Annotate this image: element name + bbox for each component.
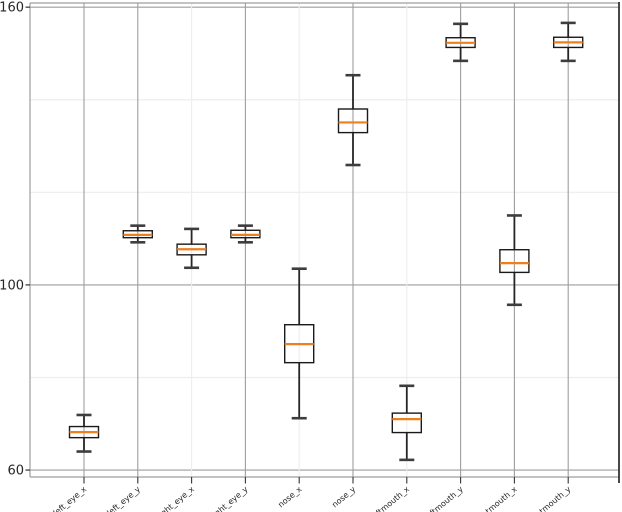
box-nose_y — [337, 73, 369, 167]
box-right_eye_y — [230, 224, 261, 244]
y-tick-label: 160 — [0, 1, 24, 16]
box-right_eye_x — [176, 227, 207, 270]
box-rect — [499, 249, 530, 274]
y-tick-label: 60 — [7, 464, 24, 479]
box-rect — [391, 412, 422, 434]
box-nose_x — [284, 267, 315, 420]
box-left_eye_y — [122, 224, 154, 244]
box-rect — [337, 108, 369, 134]
box-rightmouth_y — [553, 21, 584, 63]
y-tick-label: 100 — [0, 278, 24, 293]
box-leftmouth_y — [445, 22, 476, 63]
box-left_eye_x — [68, 413, 100, 453]
box-leftmouth_x — [391, 384, 422, 462]
box-rightmouth_x — [499, 214, 530, 307]
